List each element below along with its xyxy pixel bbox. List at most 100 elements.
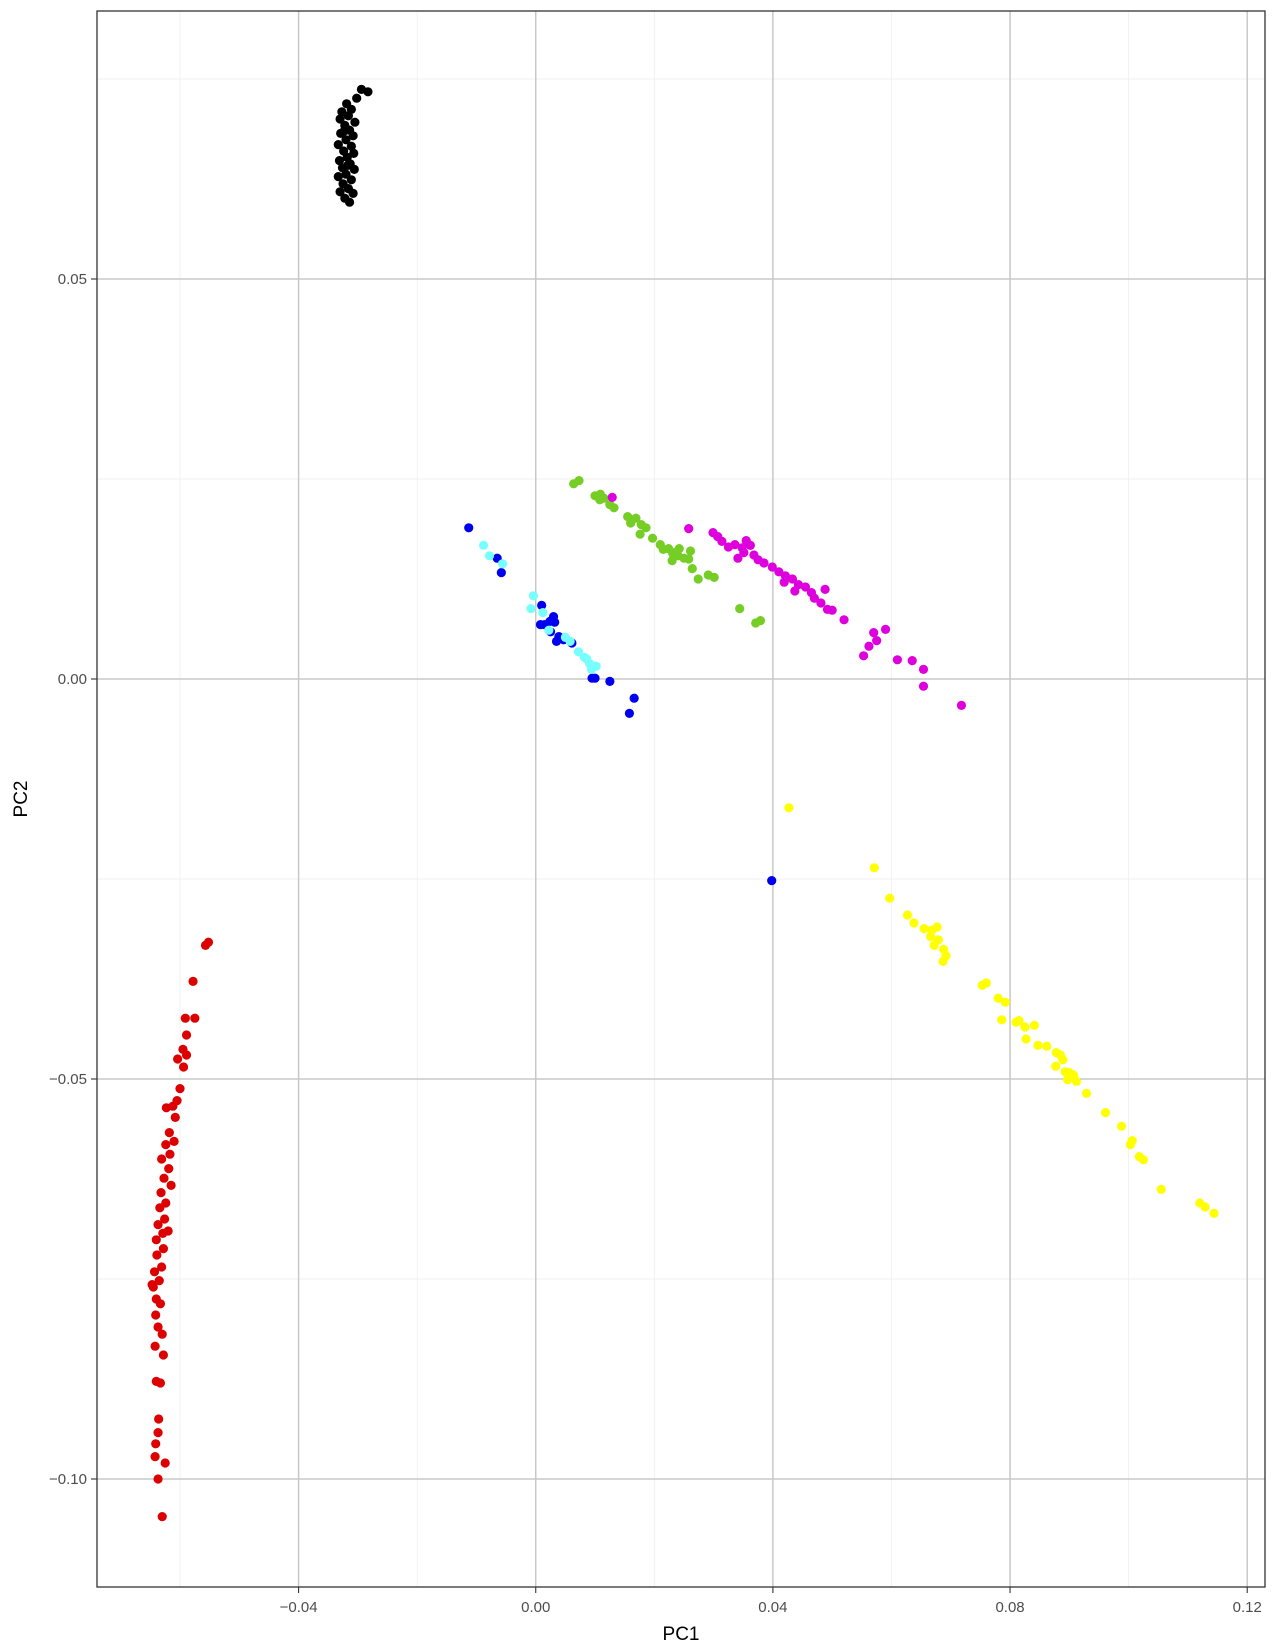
data-point bbox=[153, 1474, 163, 1484]
data-point bbox=[151, 1439, 161, 1449]
data-point bbox=[151, 1235, 161, 1245]
data-point bbox=[152, 1250, 162, 1260]
data-point bbox=[155, 1378, 166, 1388]
data-point bbox=[173, 1054, 183, 1064]
data-point bbox=[582, 654, 592, 664]
data-point bbox=[158, 1350, 169, 1360]
x-axis-title: PC1 bbox=[663, 1624, 700, 1645]
data-point bbox=[565, 636, 575, 647]
y-tick-label: −0.05 bbox=[49, 1071, 87, 1088]
data-point bbox=[880, 624, 891, 635]
data-point bbox=[1156, 1184, 1166, 1194]
data-point bbox=[164, 1164, 174, 1174]
data-point bbox=[779, 577, 789, 587]
data-point bbox=[544, 625, 554, 635]
data-point bbox=[535, 620, 546, 630]
data-point bbox=[190, 1013, 200, 1023]
data-point bbox=[687, 564, 697, 574]
data-point bbox=[159, 1173, 169, 1183]
grid-lines bbox=[97, 11, 1265, 1587]
series-0 bbox=[333, 84, 373, 207]
data-point bbox=[809, 593, 820, 603]
data-point bbox=[1042, 1041, 1052, 1051]
data-point bbox=[609, 503, 619, 513]
data-point bbox=[929, 940, 939, 951]
data-point bbox=[892, 655, 903, 665]
data-point bbox=[735, 604, 745, 614]
data-point bbox=[178, 1062, 189, 1072]
data-point bbox=[157, 1262, 167, 1272]
data-point bbox=[496, 568, 506, 578]
data-point bbox=[180, 1013, 190, 1023]
data-point bbox=[820, 584, 830, 595]
data-point bbox=[635, 529, 645, 539]
data-point bbox=[902, 910, 913, 920]
data-point bbox=[165, 1149, 175, 1159]
data-point bbox=[869, 628, 879, 638]
data-point bbox=[745, 540, 755, 551]
data-point bbox=[816, 598, 826, 608]
data-point bbox=[153, 1220, 163, 1230]
data-point bbox=[956, 700, 967, 711]
plot-panel-border bbox=[96, 10, 1266, 1588]
data-point bbox=[1127, 1136, 1137, 1146]
data-point bbox=[157, 1329, 167, 1339]
data-point bbox=[767, 562, 777, 572]
x-tick-label: 0.04 bbox=[758, 1599, 787, 1616]
y-tick-label: −0.10 bbox=[49, 1471, 87, 1488]
data-point bbox=[155, 1299, 166, 1309]
axis-ticks: −0.04 0.00 0.04 0.08 0.12 0.05 0.00 −0.05 −0.10 bbox=[49, 271, 1262, 1616]
y-tick-label: 0.05 bbox=[58, 271, 87, 288]
data-point bbox=[150, 1452, 160, 1462]
data-point bbox=[787, 574, 798, 584]
data-point bbox=[350, 117, 360, 127]
data-point bbox=[154, 1414, 164, 1424]
data-point bbox=[1081, 1088, 1092, 1098]
data-point bbox=[1029, 1020, 1039, 1030]
data-point bbox=[497, 559, 508, 569]
data-point bbox=[153, 1428, 163, 1438]
data-point bbox=[864, 641, 874, 651]
data-point bbox=[339, 126, 349, 136]
data-point bbox=[343, 160, 353, 170]
data-point bbox=[885, 893, 895, 903]
data-point bbox=[730, 540, 740, 550]
data-point bbox=[478, 540, 489, 551]
data-point bbox=[709, 572, 719, 583]
data-point bbox=[1051, 1061, 1061, 1071]
data-point bbox=[693, 574, 703, 584]
data-point bbox=[733, 553, 743, 563]
data-point bbox=[1209, 1208, 1219, 1218]
data-point bbox=[573, 647, 584, 657]
data-point bbox=[333, 140, 343, 150]
data-point bbox=[166, 1180, 176, 1190]
y-tick-label: 0.00 bbox=[58, 671, 87, 688]
data-point bbox=[574, 476, 584, 486]
data-point bbox=[993, 993, 1003, 1003]
data-point bbox=[157, 1512, 167, 1522]
data-point bbox=[153, 1322, 163, 1332]
data-point bbox=[157, 1154, 167, 1164]
data-point bbox=[334, 156, 345, 166]
data-point bbox=[343, 111, 353, 121]
data-point bbox=[667, 556, 677, 566]
data-point bbox=[335, 114, 345, 124]
data-point bbox=[159, 1214, 170, 1224]
data-point bbox=[181, 1030, 192, 1040]
data-point bbox=[175, 1084, 185, 1094]
data-point bbox=[346, 175, 356, 185]
data-point bbox=[1200, 1202, 1210, 1212]
data-point bbox=[150, 1341, 160, 1351]
data-point bbox=[528, 591, 538, 601]
data-point bbox=[839, 615, 849, 625]
data-point bbox=[755, 616, 766, 626]
data-point bbox=[1116, 1121, 1127, 1131]
series-4 bbox=[464, 523, 777, 886]
data-point bbox=[348, 131, 358, 141]
data-point bbox=[1058, 1055, 1068, 1065]
data-point bbox=[348, 188, 358, 198]
data-point bbox=[1033, 1040, 1043, 1050]
data-point bbox=[629, 693, 639, 703]
data-point bbox=[341, 135, 351, 145]
